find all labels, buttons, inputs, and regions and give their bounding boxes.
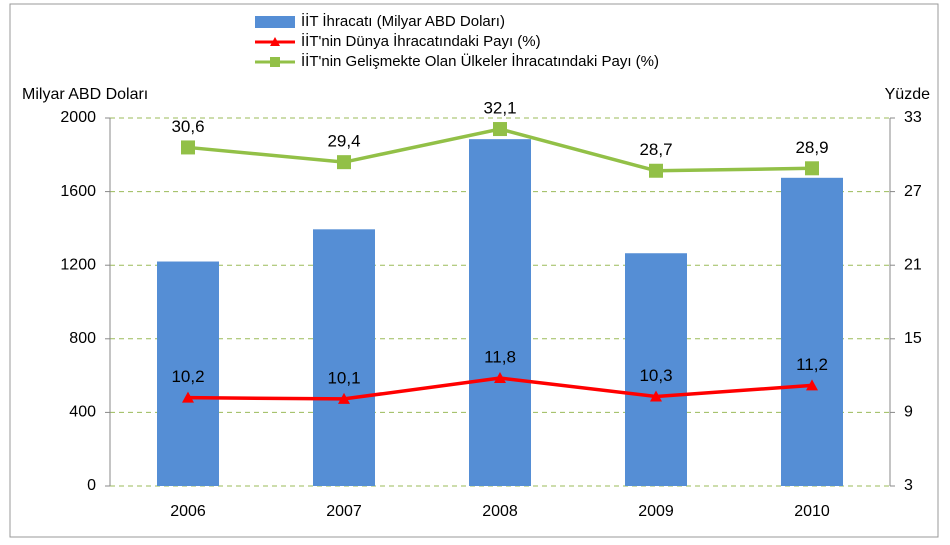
legend-marker (270, 57, 280, 67)
data-label: 28,7 (639, 140, 672, 159)
bar (469, 139, 531, 486)
data-label: 29,4 (327, 132, 360, 151)
line-marker (805, 161, 819, 176)
legend-label: İİT'nin Gelişmekte Olan Ülkeler İhracatı… (301, 52, 659, 70)
y-tick-label: 1600 (60, 183, 96, 200)
bar (625, 253, 687, 486)
y2-tick-label: 3 (904, 477, 913, 494)
data-label: 32,1 (483, 99, 516, 118)
y-tick-label: 1200 (60, 256, 96, 273)
legend-swatch (255, 16, 295, 28)
x-tick-label: 2009 (638, 503, 674, 520)
y2-axis-title: Yüzde (885, 86, 930, 103)
bar (781, 177, 843, 487)
legend-marker (270, 37, 280, 46)
line-marker (182, 391, 194, 403)
line-marker (493, 122, 507, 137)
x-tick-label: 2010 (794, 503, 830, 520)
line-marker (650, 390, 662, 402)
line-marker (806, 379, 818, 391)
x-tick-label: 2006 (170, 503, 206, 520)
bar (313, 229, 375, 486)
data-label: 11,2 (796, 355, 828, 374)
y-tick-label: 0 (87, 477, 96, 494)
data-label: 11,8 (484, 348, 516, 367)
line-marker (494, 372, 506, 384)
data-label: 30,6 (171, 117, 204, 136)
bar (157, 261, 219, 486)
y2-tick-label: 15 (904, 330, 922, 347)
line-marker (338, 392, 350, 404)
y2-tick-label: 9 (904, 404, 913, 421)
legend-label: İİT İhracatı (Milyar ABD Doları) (301, 12, 505, 30)
line-marker (649, 163, 663, 178)
y-tick-label: 400 (69, 404, 96, 421)
data-label: 28,9 (795, 138, 828, 157)
data-label: 10,2 (171, 367, 204, 386)
y2-tick-label: 27 (904, 183, 922, 200)
line-marker (337, 155, 351, 170)
x-tick-label: 2007 (326, 503, 362, 520)
y-tick-label: 800 (69, 330, 96, 347)
y-tick-label: 2000 (60, 109, 96, 126)
data-label: 10,1 (327, 368, 360, 387)
line-marker (181, 140, 195, 155)
legend-label: İİT'nin Dünya İhracatındaki Payı (%) (301, 32, 541, 50)
x-tick-label: 2008 (482, 503, 518, 520)
y2-tick-label: 33 (904, 109, 922, 126)
y2-tick-label: 21 (904, 256, 922, 273)
data-label: 10,3 (639, 366, 672, 385)
y-axis-title: Milyar ABD Doları (22, 86, 148, 103)
